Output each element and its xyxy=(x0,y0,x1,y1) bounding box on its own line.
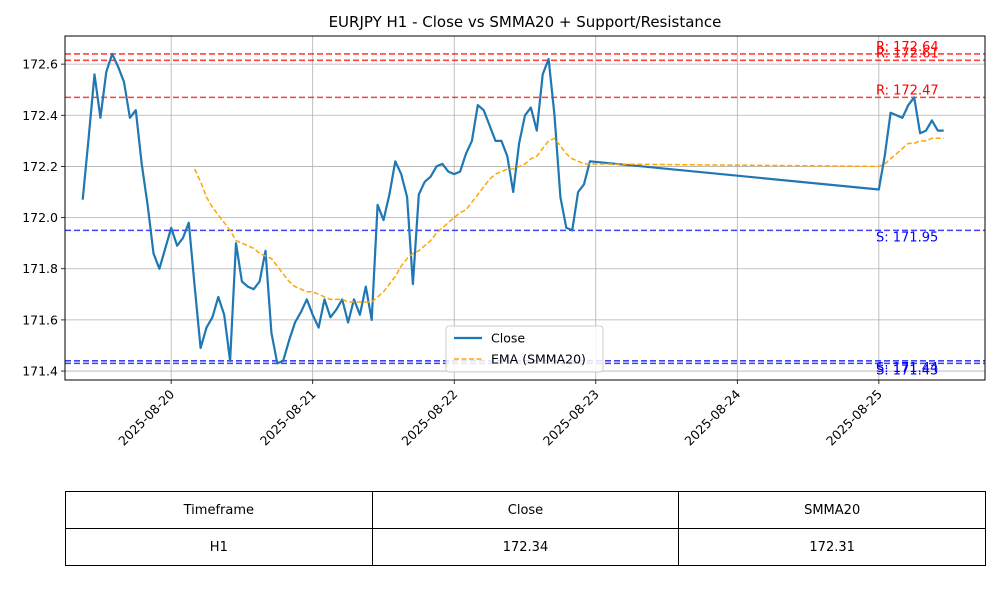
series-lines xyxy=(81,52,944,365)
table-header-cell: Timeframe xyxy=(65,491,373,529)
close-price-line xyxy=(81,52,944,365)
support-label: S: 171.43 xyxy=(876,363,938,378)
legend: Close EMA (SMMA20) xyxy=(445,325,604,373)
x-tick-label: 2025-08-20 xyxy=(115,386,177,448)
price-chart: EURJPY H1 - Close vs SMMA20 + Support/Re… xyxy=(22,13,986,449)
plot-frame xyxy=(64,35,986,381)
resistance-label: R: 172.64 xyxy=(876,40,939,55)
resistance-label: R: 172.47 xyxy=(876,83,939,98)
table-cell-close: 172.34 xyxy=(371,528,680,566)
legend-close-label: Close xyxy=(491,331,525,346)
x-tick-label: 2025-08-24 xyxy=(681,386,743,448)
y-tick-label: 172.2 xyxy=(22,159,58,174)
y-tick-label: 171.6 xyxy=(22,312,58,327)
y-tick-label: 171.8 xyxy=(22,261,58,276)
x-tick-label: 2025-08-22 xyxy=(398,387,460,449)
support-label: S: 171.44 xyxy=(876,361,938,376)
y-tick-label: 171.4 xyxy=(22,364,58,379)
legend-smma20-label: EMA (SMMA20) xyxy=(491,352,586,367)
x-tick-label: 2025-08-21 xyxy=(257,387,319,449)
support-resistance-levels: R: 172.64R: 172.61 R: 172.47 S: 171.95 S: 1… xyxy=(65,40,985,378)
table-cell-smma20: 172.31 xyxy=(678,528,986,566)
table-row: H1 172.34 172.31 xyxy=(65,528,986,566)
x-tick-label: 2025-08-23 xyxy=(540,387,602,449)
x-tick-label: 2025-08-25 xyxy=(823,387,885,449)
table-header-cell: Close xyxy=(371,491,680,529)
resistance-label: R: 172.61 xyxy=(876,46,939,61)
summary-table: Timeframe Close SMMA20 H1 172.34 172.31 xyxy=(65,491,986,566)
legend-box xyxy=(445,325,604,373)
table-header-cell: SMMA20 xyxy=(678,491,986,529)
y-tick-label: 172.6 xyxy=(22,57,58,72)
table-header-row: Timeframe Close SMMA20 xyxy=(65,491,986,529)
support-label: S: 171.95 xyxy=(876,230,938,245)
y-tick-label: 172.4 xyxy=(22,108,58,123)
table-cell-timeframe: H1 xyxy=(65,528,373,566)
chart-title: EURJPY H1 - Close vs SMMA20 + Support/Re… xyxy=(329,13,722,31)
y-tick-label: 172.0 xyxy=(22,210,58,225)
smma20-line xyxy=(194,137,944,303)
